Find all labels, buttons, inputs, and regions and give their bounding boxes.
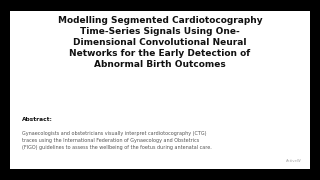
Text: Modelling Segmented Cardiotocography
Time-Series Signals Using One-
Dimensional : Modelling Segmented Cardiotocography Tim… [58,15,262,69]
Text: Abstract:: Abstract: [22,117,52,122]
FancyBboxPatch shape [10,11,310,169]
Text: Gynaecologists and obstetricians visually interpret cardiotocography (CTG)
trace: Gynaecologists and obstetricians visuall… [22,131,212,150]
Text: ActiveW: ActiveW [286,159,301,163]
